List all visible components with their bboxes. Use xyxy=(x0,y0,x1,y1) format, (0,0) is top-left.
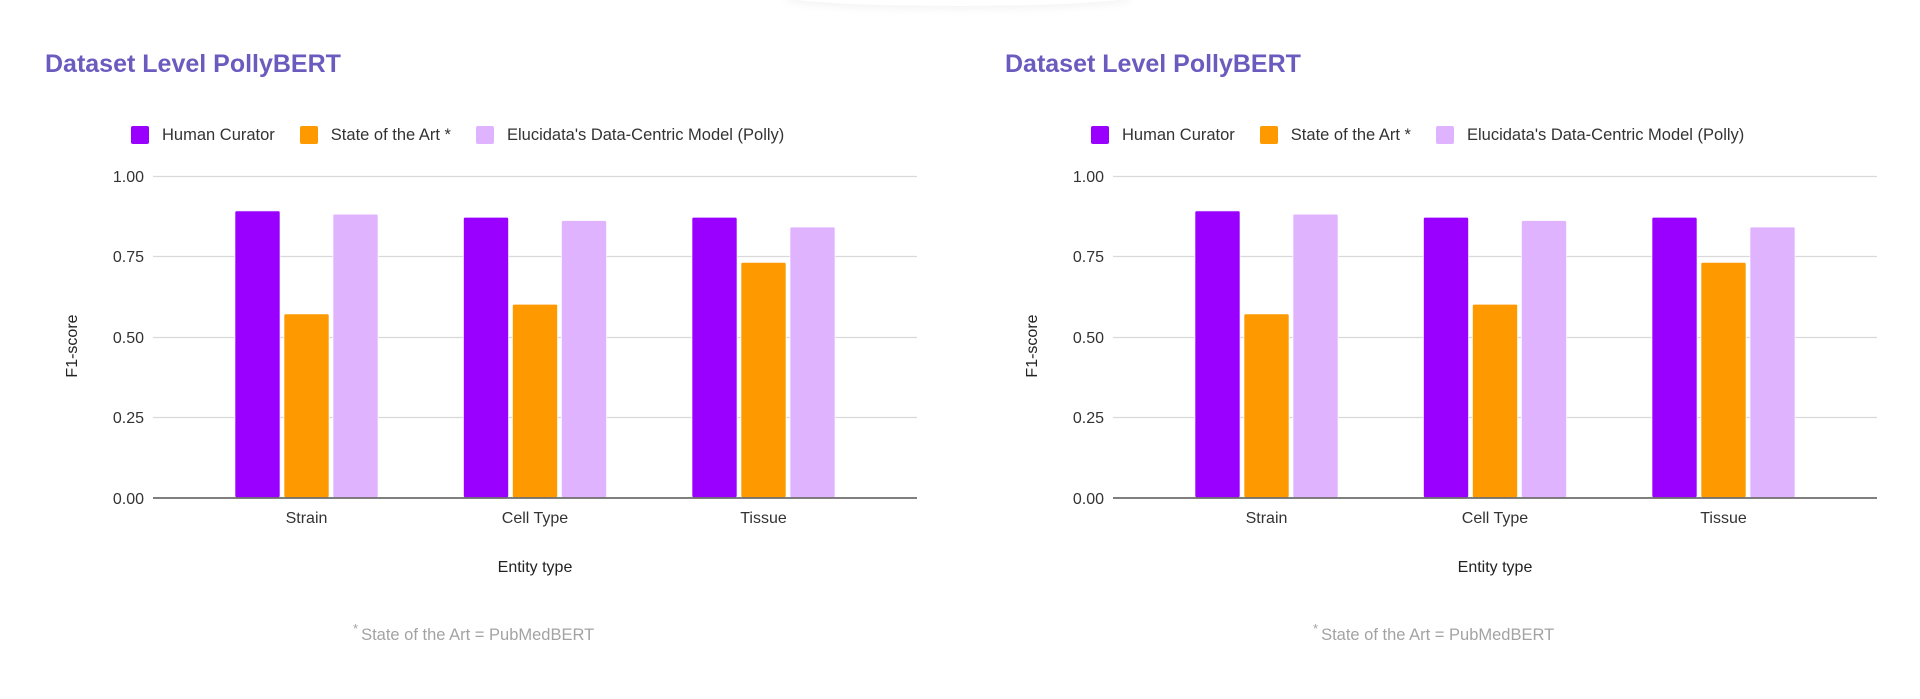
legend-item-polly[interactable]: Elucidata's Data-Centric Model (Polly) xyxy=(475,125,785,145)
y-tick-label: 0.25 xyxy=(1073,410,1104,427)
y-axis-title: F1-score xyxy=(1024,314,1041,377)
bar-elucidata-s-data-centric-model-polly-tissue xyxy=(789,226,836,498)
bar-state-of-the-art-tissue xyxy=(740,262,787,498)
bar-state-of-the-art-cell-type xyxy=(1472,303,1518,498)
chart-legend: Human Curator State of the Art * Elucida… xyxy=(1091,124,1769,146)
x-tick-label: Strain xyxy=(286,510,328,527)
bars xyxy=(1113,210,1877,499)
legend-swatch-polly xyxy=(475,126,494,144)
y-tick-label: 0.75 xyxy=(113,249,144,266)
x-tick-labels: Strain Cell Type Tissue xyxy=(1246,510,1747,527)
y-tick-labels: 0.00 0.25 0.50 0.75 1.00 xyxy=(1073,169,1104,508)
y-tick-label: 1.00 xyxy=(1073,169,1104,186)
y-tick-label: 0.00 xyxy=(1073,491,1104,508)
chart-panel-right: Dataset Level PollyBERT Human Curator St… xyxy=(960,0,1920,699)
legend-item-state-of-the-art[interactable]: State of the Art * xyxy=(1259,125,1411,145)
y-tick-label: 0.50 xyxy=(1073,330,1104,347)
x-tick-label: Tissue xyxy=(740,510,787,527)
legend-swatch-state-of-the-art xyxy=(299,126,318,144)
legend-label: Elucidata's Data-Centric Model (Polly) xyxy=(506,125,785,144)
x-tick-label: Tissue xyxy=(1700,510,1747,527)
footnote-asterisk: * xyxy=(1313,621,1319,636)
legend-label: Human Curator xyxy=(1122,125,1235,144)
bar-chart: 0.00 0.25 0.50 0.75 1.00 Strain Cell Type Tiss… xyxy=(64,169,917,576)
y-tick-labels: 0.00 0.25 0.50 0.75 1.00 xyxy=(113,169,144,508)
chart-title: Dataset Level PollyBERT xyxy=(45,50,341,78)
chart-title: Dataset Level PollyBERT xyxy=(1005,50,1301,78)
legend-label: State of the Art * xyxy=(1290,125,1411,144)
x-axis-title: Entity type xyxy=(498,559,573,576)
y-tick-label: 1.00 xyxy=(113,169,144,186)
bar-elucidata-s-data-centric-model-polly-cell-type xyxy=(1521,220,1567,498)
footnote-asterisk: * xyxy=(353,621,359,636)
bar-state-of-the-art-strain xyxy=(1243,313,1290,498)
bar-human-curator-tissue xyxy=(1651,217,1698,498)
legend-label: State of the Art * xyxy=(330,125,451,144)
chart-panel-left: Dataset Level PollyBERT Human Curator St… xyxy=(45,50,917,645)
legend-item-polly[interactable]: Elucidata's Data-Centric Model (Polly) xyxy=(1435,125,1745,145)
y-tick-label: 0.00 xyxy=(113,491,144,508)
top-shadow-decoration xyxy=(783,0,1133,6)
legend-item-state-of-the-art[interactable]: State of the Art * xyxy=(299,125,451,145)
x-tick-label: Strain xyxy=(1246,510,1288,527)
legend-label: Elucidata's Data-Centric Model (Polly) xyxy=(1466,125,1745,144)
footnote-text: State of the Art = PubMedBERT xyxy=(361,626,595,644)
y-axis-title: F1-score xyxy=(64,314,81,377)
bar-human-curator-strain xyxy=(234,210,281,498)
legend-swatch-human-curator xyxy=(1091,126,1109,144)
legend-swatch-polly xyxy=(1435,126,1454,144)
footnote: * State of the Art = PubMedBERT xyxy=(353,621,595,645)
bar-human-curator-cell-type xyxy=(463,217,509,498)
x-tick-label: Cell Type xyxy=(502,510,569,527)
x-axis-title: Entity type xyxy=(1458,559,1533,576)
bar-state-of-the-art-strain xyxy=(283,313,330,498)
bar-elucidata-s-data-centric-model-polly-strain xyxy=(1292,213,1339,498)
bar-chart: 0.00 0.25 0.50 0.75 1.00 Strain Cell Type Tiss… xyxy=(1024,169,1877,576)
bar-human-curator-tissue xyxy=(691,217,738,498)
legend-item-human-curator[interactable]: Human Curator xyxy=(131,126,275,145)
bar-elucidata-s-data-centric-model-polly-strain xyxy=(332,213,379,498)
footnote: * State of the Art = PubMedBERT xyxy=(1313,621,1555,645)
x-tick-labels: Strain Cell Type Tissue xyxy=(286,510,787,527)
bar-elucidata-s-data-centric-model-polly-tissue xyxy=(1749,226,1796,498)
legend-swatch-state-of-the-art xyxy=(1259,126,1278,144)
bar-elucidata-s-data-centric-model-polly-cell-type xyxy=(561,220,607,498)
y-tick-label: 0.75 xyxy=(1073,249,1104,266)
legend-label: Human Curator xyxy=(162,125,275,144)
bar-state-of-the-art-tissue xyxy=(1700,262,1747,498)
legend-swatch-human-curator xyxy=(131,126,149,144)
bar-human-curator-strain xyxy=(1194,210,1241,498)
x-tick-label: Cell Type xyxy=(1462,510,1529,527)
bars xyxy=(153,210,917,499)
legend-item-human-curator[interactable]: Human Curator xyxy=(1091,126,1235,145)
bar-human-curator-cell-type xyxy=(1423,217,1469,498)
footnote-text: State of the Art = PubMedBERT xyxy=(1321,626,1555,644)
y-tick-label: 0.25 xyxy=(113,410,144,427)
chart-legend: Human Curator State of the Art * Elucida… xyxy=(131,124,809,146)
y-tick-label: 0.50 xyxy=(113,330,144,347)
bar-state-of-the-art-cell-type xyxy=(512,303,558,498)
